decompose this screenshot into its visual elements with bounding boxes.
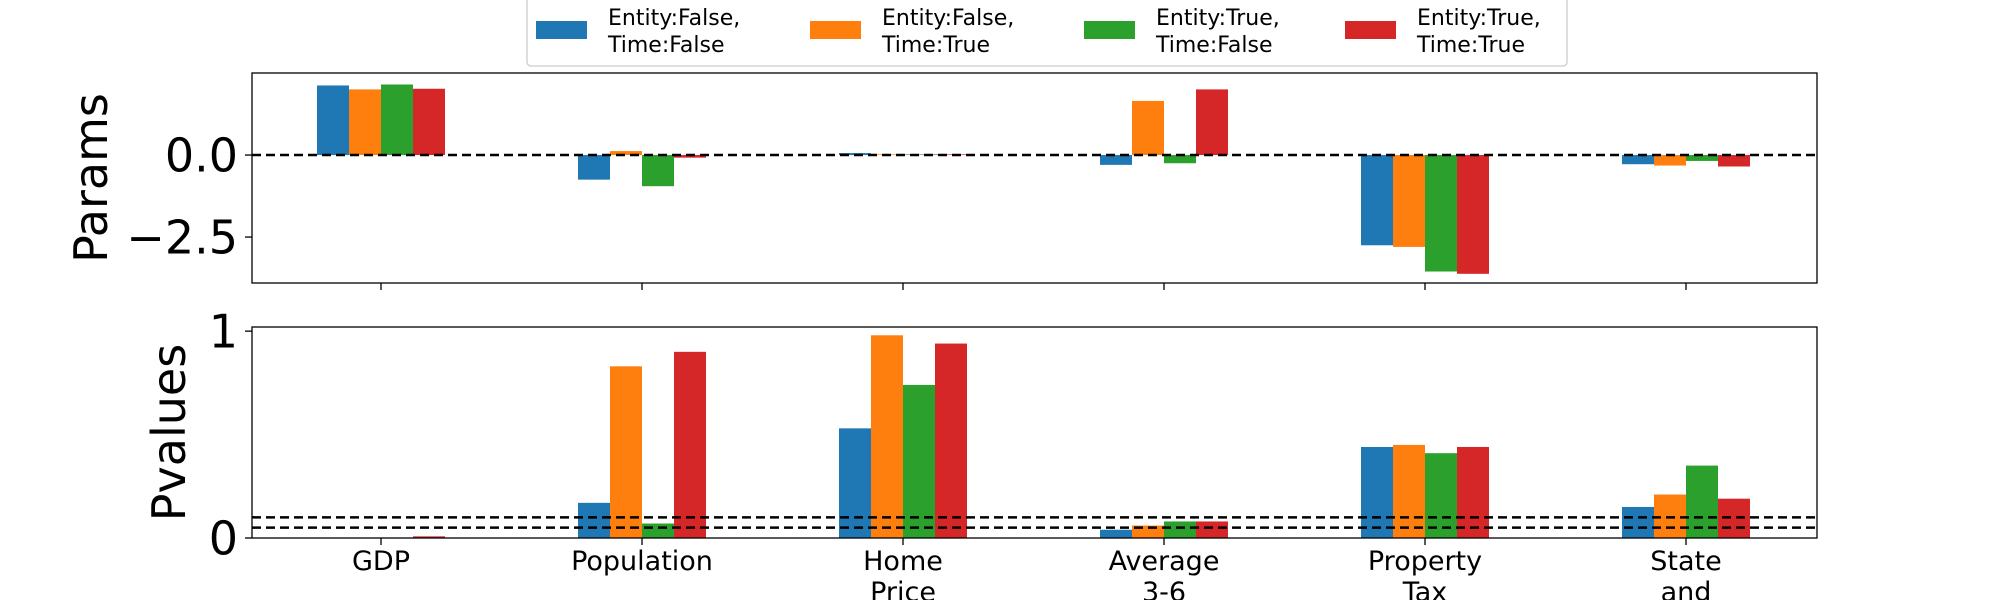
params-axes-frame <box>251 72 1818 284</box>
pvalues-bar-property-tax-series-1 <box>1361 446 1393 538</box>
params-bar-property-tax-series-1 <box>1361 155 1393 246</box>
params-bar-average-3-6-series-3 <box>1164 155 1196 164</box>
legend-entry-line: Time:True <box>1416 33 1525 58</box>
pvalues-bar-gdp-series-4 <box>413 536 445 538</box>
legend-entry-line: Time:True <box>881 33 990 58</box>
xtick-label-line: GDP <box>352 546 410 577</box>
xtick-label-state-and: State and <box>1650 546 1721 600</box>
legend-entry-series-4: Entity:True, Time:True <box>1416 6 1541 58</box>
pvalues-bar-population-series-2 <box>610 366 642 538</box>
xtick-label-line: Price <box>870 577 936 600</box>
params-bar-population-series-4 <box>674 155 706 158</box>
legend-entry-line: Entity:True, <box>1417 6 1541 31</box>
pvalues-bar-property-tax-series-2 <box>1393 444 1425 538</box>
params-bar-gdp-series-3 <box>381 84 413 156</box>
pvalues-ylabel: Pvalues <box>142 344 196 521</box>
legend-entry-series-3: Entity:True, Time:False <box>1155 6 1280 58</box>
legend-swatch-series-2 <box>810 21 861 39</box>
params-bar-average-3-6-series-1 <box>1100 155 1132 165</box>
xtick-label-line: Home <box>863 546 943 577</box>
pvalues-bar-state-and-series-3 <box>1686 465 1718 538</box>
params-bar-state-and-series-4 <box>1718 155 1750 167</box>
legend-entry-line: Entity:False, <box>608 6 740 31</box>
pvalues-bar-population-series-4 <box>674 351 706 538</box>
params-ytick-label: 0.0 <box>165 129 238 183</box>
params-ylabel: Params <box>64 93 118 263</box>
xtick-label-line: Population <box>571 546 713 577</box>
xtick-label-gdp: GDP <box>352 546 410 577</box>
xtick-label-line: and <box>1661 577 1712 600</box>
params-bar-state-and-series-1 <box>1622 155 1654 165</box>
pvalues-bar-home-price-series-3 <box>903 384 935 538</box>
params-bar-population-series-1 <box>578 155 610 180</box>
params-bar-property-tax-series-4 <box>1457 155 1489 274</box>
params-bar-gdp-series-1 <box>317 85 349 156</box>
pvalues-bar-population-series-3 <box>642 523 674 538</box>
pvalues-bar-property-tax-series-3 <box>1425 453 1457 538</box>
legend-swatch-series-3 <box>1084 21 1135 39</box>
legend-entry-line: Time:False <box>1155 33 1272 58</box>
params-bar-property-tax-series-3 <box>1425 155 1457 272</box>
legend-entry-line: Time:False <box>607 33 724 58</box>
params-ytick-label: −2.5 <box>126 211 238 265</box>
pvalues-ytick-label: 1 <box>209 305 238 359</box>
legend-entry-line: Entity:False, <box>882 6 1014 31</box>
pvalues-ytick-label: 0 <box>209 512 238 566</box>
params-bar-state-and-series-2 <box>1654 155 1686 166</box>
legend-entry-series-2: Entity:False, Time:True <box>881 6 1014 58</box>
xtick-label-population: Population <box>571 546 713 577</box>
xtick-label-line: Tax <box>1402 577 1448 600</box>
xtick-label-line: 3-6 <box>1142 577 1186 600</box>
pvalues-bar-home-price-series-2 <box>871 335 903 538</box>
params-bar-home-price-series-4 <box>935 154 967 156</box>
pvalues-bar-home-price-series-4 <box>935 343 967 538</box>
xtick-label-line: State <box>1650 546 1721 577</box>
xtick-label-property-tax: Property Tax <box>1368 546 1482 600</box>
params-bar-gdp-series-2 <box>349 89 381 156</box>
legend-frame <box>526 0 1568 67</box>
params-bar-property-tax-series-2 <box>1393 155 1425 247</box>
xtick-label-home-price: Home Price <box>863 546 943 600</box>
pvalues-bar-average-3-6-series-1 <box>1100 529 1132 538</box>
pvalues-bar-population-series-1 <box>578 502 610 538</box>
legend-swatch-series-1 <box>536 21 587 39</box>
params-bar-state-and-series-3 <box>1686 155 1718 161</box>
xtick-label-line: Average <box>1109 546 1220 577</box>
params-bar-population-series-3 <box>642 155 674 187</box>
pvalues-bar-home-price-series-1 <box>839 428 871 538</box>
pvalues-bar-average-3-6-series-3 <box>1164 521 1196 538</box>
legend-entry-line: Entity:True, <box>1156 6 1280 31</box>
pvalues-axes-frame <box>251 326 1818 539</box>
pvalues-bar-property-tax-series-4 <box>1457 446 1489 538</box>
params-bar-gdp-series-4 <box>413 88 445 156</box>
params-bar-population-series-2 <box>610 151 642 156</box>
xtick-label-average-3-6: Average 3-6 <box>1109 546 1220 600</box>
xtick-label-line: Property <box>1368 546 1482 577</box>
params-bar-average-3-6-series-4 <box>1196 89 1228 156</box>
legend-swatch-series-4 <box>1345 21 1396 39</box>
params-bar-average-3-6-series-2 <box>1132 100 1164 156</box>
pvalues-bar-average-3-6-series-4 <box>1196 521 1228 538</box>
pvalues-bar-state-and-series-1 <box>1622 506 1654 538</box>
legend-entry-series-1: Entity:False, Time:False <box>607 6 740 58</box>
